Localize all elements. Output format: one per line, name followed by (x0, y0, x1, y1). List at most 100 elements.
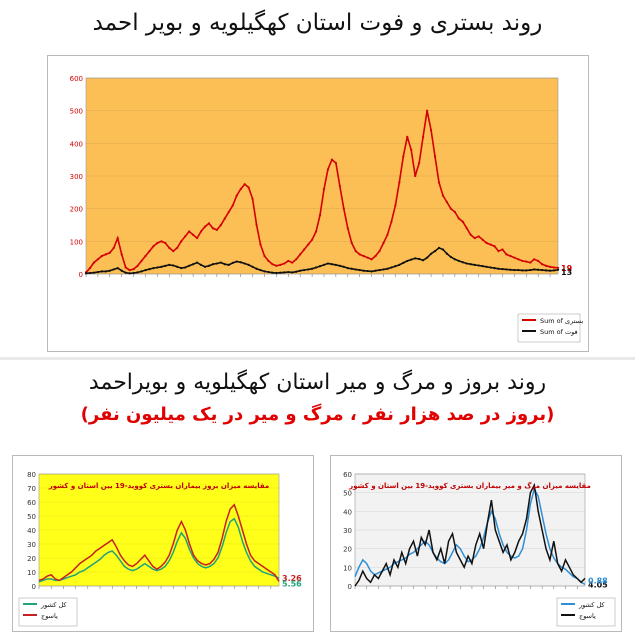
data-point-series-2 (140, 270, 143, 273)
data-point-series-2 (112, 268, 115, 271)
data-point-series-2 (501, 268, 504, 271)
end-value-label: 13 (561, 268, 572, 277)
data-point-series-2 (505, 268, 508, 271)
data-point-series-1 (402, 155, 405, 158)
data-point-series-1 (88, 267, 92, 270)
data-point-series-1 (211, 227, 215, 230)
data-point-series-1 (525, 260, 528, 263)
data-point-series-1 (279, 263, 282, 266)
data-point-series-1 (116, 236, 119, 240)
data-point-series-1 (422, 135, 425, 138)
y-tick-label: 300 (70, 173, 83, 181)
data-point-series-2 (303, 268, 306, 272)
data-point-series-1 (176, 246, 179, 249)
data-point-series-1 (112, 246, 115, 249)
data-point-series-2 (402, 261, 405, 264)
data-point-series-1 (465, 227, 468, 230)
data-point-series-2 (541, 268, 544, 272)
data-point-series-2 (429, 252, 433, 255)
data-point-series-1 (299, 253, 302, 256)
data-point-series-1 (140, 259, 143, 263)
data-point-series-2 (88, 271, 92, 275)
data-point-series-2 (275, 271, 278, 275)
data-point-series-1 (358, 253, 361, 256)
data-point-series-2 (473, 263, 476, 266)
data-point-series-1 (433, 155, 437, 158)
data-point-series-2 (529, 268, 532, 272)
data-point-series-2 (453, 258, 456, 261)
data-point-series-2 (132, 271, 135, 275)
data-point-series-1 (461, 220, 464, 223)
data-point-series-1 (291, 261, 294, 264)
data-point-series-2 (338, 264, 341, 267)
data-point-series-1 (124, 266, 127, 269)
data-point-series-1 (548, 265, 552, 268)
data-point-series-2 (350, 267, 353, 270)
legend-label: Sum of فوت (540, 328, 578, 336)
data-point-series-2 (168, 263, 171, 266)
main-chart-frame: 0 100 200 300 400 500 600 19 13 Sum of بستری Sum o… (47, 55, 589, 352)
data-point-series-2 (378, 268, 381, 272)
data-point-series-2 (386, 267, 389, 270)
data-point-series-1 (489, 243, 492, 246)
data-point-series-2 (291, 271, 294, 274)
y-tick-label: 60 (27, 499, 36, 507)
data-point-series-1 (398, 181, 401, 184)
y-tick-label: 50 (343, 490, 352, 498)
data-point-series-1 (144, 254, 147, 258)
data-point-series-1 (96, 258, 99, 261)
top-panel: روند بستری و فوت استان کهگیلویه و بویر ا… (47, 10, 589, 352)
data-point-series-2 (374, 269, 377, 272)
data-point-series-1 (275, 264, 278, 267)
data-point-series-1 (136, 264, 139, 267)
data-point-series-2 (144, 268, 147, 272)
data-point-series-2 (457, 259, 460, 263)
data-point-series-2 (418, 257, 421, 261)
data-point-series-1 (255, 223, 258, 227)
data-point-series-1 (354, 250, 357, 253)
data-point-series-1 (271, 263, 274, 266)
data-point-series-2 (136, 271, 139, 274)
data-point-series-2 (180, 267, 183, 270)
data-point-series-1 (160, 240, 163, 243)
data-point-series-2 (160, 265, 163, 268)
data-point-series-2 (497, 267, 500, 270)
data-point-series-2 (433, 250, 437, 253)
data-point-series-1 (164, 241, 167, 245)
data-point-series-1 (247, 186, 250, 189)
bottom-title: روند بروز و مرگ و میر استان کهگیلویه و ب… (88, 370, 547, 395)
data-point-series-1 (350, 241, 353, 245)
data-point-series-1 (235, 194, 238, 197)
data-point-series-2 (203, 265, 207, 268)
data-point-series-2 (426, 256, 429, 259)
bottom-subtitle: (بروز در صد هزار نفر ، مرگ و میر در یک م… (80, 404, 555, 425)
data-point-series-1 (283, 262, 286, 265)
data-point-series-1 (529, 261, 532, 264)
data-point-series-2 (195, 261, 199, 264)
data-point-series-1 (152, 245, 155, 248)
data-point-series-2 (390, 266, 393, 269)
data-point-series-1 (307, 243, 310, 246)
data-point-series-2 (227, 263, 230, 266)
y-tick-label: 200 (70, 206, 83, 214)
data-point-series-2 (521, 269, 524, 272)
series-line-2 (354, 482, 586, 587)
data-point-series-1 (227, 210, 230, 214)
legend-label: Sum of بستری (540, 317, 583, 325)
data-point-series-2 (469, 263, 472, 266)
data-point-series-2 (334, 263, 337, 266)
data-point-series-1 (501, 248, 504, 251)
data-point-series-1 (545, 264, 548, 267)
y-tick-label: 70 (27, 485, 36, 493)
data-point-series-1 (541, 263, 544, 266)
data-point-series-1 (310, 238, 314, 241)
data-point-series-1 (199, 230, 203, 233)
data-point-series-2 (330, 263, 334, 266)
data-point-series-1 (239, 187, 242, 191)
data-point-series-1 (223, 217, 226, 220)
y-tick-label: 60 (343, 471, 352, 479)
y-tick-label: 400 (70, 140, 83, 148)
end-value-label: 0.88 (588, 576, 608, 585)
data-point-series-2 (318, 265, 322, 268)
data-point-series-1 (497, 250, 500, 253)
